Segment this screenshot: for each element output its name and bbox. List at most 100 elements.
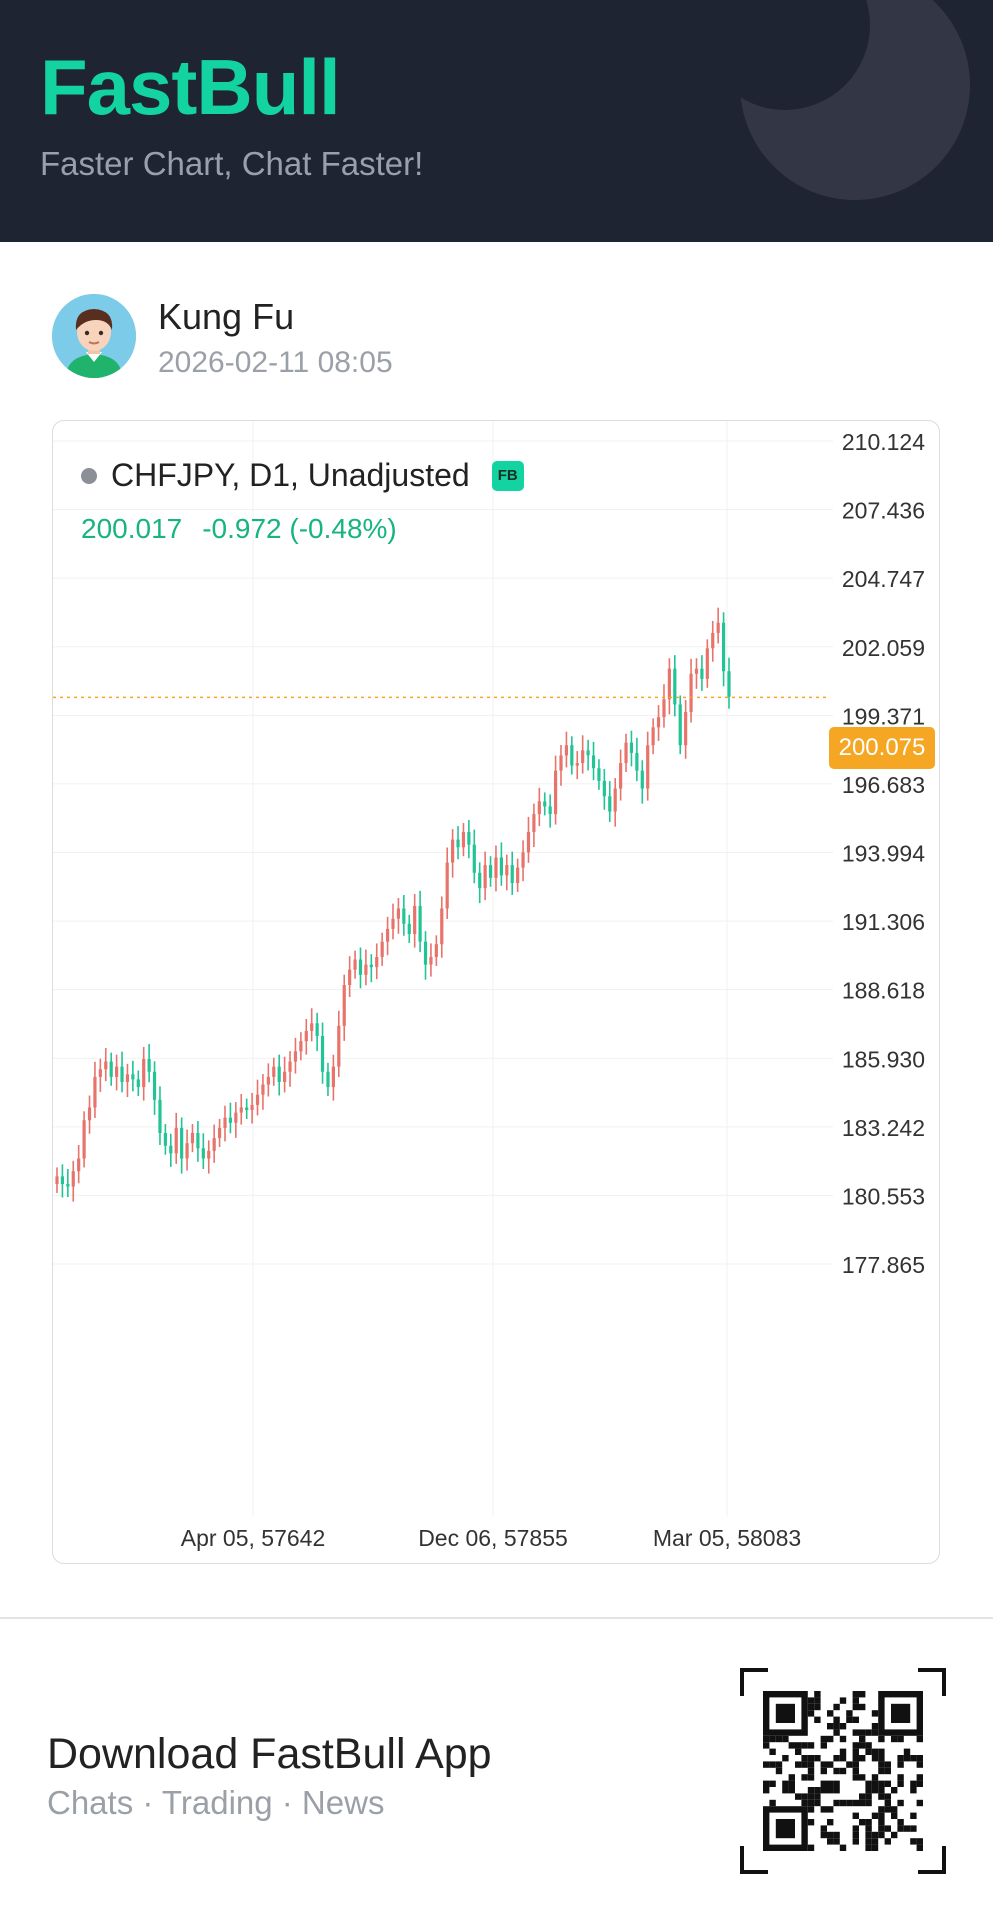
candle-body bbox=[673, 668, 677, 705]
qr-code-icon bbox=[740, 1668, 946, 1874]
candle-body bbox=[694, 668, 699, 674]
qr-module bbox=[865, 1838, 872, 1845]
price-chart[interactable]: 210.124 207.436 204.747 202.059 199.371 196.6… bbox=[52, 420, 940, 1564]
qr-module bbox=[903, 1825, 911, 1832]
qr-module bbox=[846, 1710, 853, 1717]
person-avatar-icon bbox=[52, 294, 136, 378]
qr-module bbox=[788, 1787, 795, 1794]
download-tagline: Chats · Trading · News bbox=[47, 1784, 385, 1821]
qr-module bbox=[852, 1703, 859, 1711]
qr-module bbox=[852, 1729, 859, 1736]
qr-module bbox=[871, 1723, 879, 1730]
qr-module bbox=[884, 1761, 891, 1768]
qr-module bbox=[820, 1761, 827, 1768]
qr-module bbox=[871, 1729, 879, 1736]
qr-module bbox=[865, 1799, 872, 1807]
qr-module bbox=[878, 1793, 885, 1800]
candle-body bbox=[120, 1066, 124, 1082]
post-timestamp: 2026-02-11 08:05 bbox=[158, 346, 393, 379]
qr-module bbox=[839, 1697, 847, 1704]
x-tick-label: Dec 06, 57855 bbox=[418, 1525, 568, 1551]
qr-module bbox=[839, 1748, 847, 1755]
y-tick-label: 204.747 bbox=[842, 566, 925, 592]
candle-body bbox=[478, 872, 482, 889]
qr-module bbox=[916, 1838, 923, 1845]
qr-module bbox=[852, 1799, 859, 1807]
candle-body bbox=[667, 668, 671, 700]
qr-module bbox=[884, 1767, 891, 1775]
qr-module bbox=[807, 1844, 815, 1851]
download-qr-code[interactable] bbox=[740, 1668, 946, 1874]
qr-module bbox=[833, 1716, 840, 1723]
candle-body bbox=[721, 622, 726, 672]
candle-body bbox=[575, 763, 579, 766]
qr-module bbox=[807, 1767, 815, 1775]
qr-module bbox=[814, 1793, 821, 1800]
candle-body bbox=[174, 1127, 178, 1154]
current-price-tag: 200.075 bbox=[829, 727, 935, 769]
candle-body bbox=[239, 1107, 243, 1113]
candle-body bbox=[537, 801, 541, 815]
qr-module bbox=[795, 1761, 802, 1768]
qr-module bbox=[852, 1755, 859, 1762]
candle-body bbox=[716, 622, 720, 633]
candle-body bbox=[60, 1176, 65, 1185]
qr-corner-bracket bbox=[740, 1668, 768, 1696]
qr-module bbox=[878, 1780, 885, 1787]
qr-module bbox=[910, 1812, 917, 1819]
candle-body bbox=[440, 908, 444, 945]
qr-finder bbox=[775, 1703, 795, 1723]
candle-body bbox=[629, 742, 634, 753]
candle-body bbox=[488, 865, 493, 878]
qr-module bbox=[827, 1831, 834, 1839]
candle-body bbox=[651, 727, 655, 746]
candle-body bbox=[510, 865, 514, 883]
candle-body bbox=[380, 941, 384, 957]
qr-module bbox=[801, 1742, 808, 1749]
candle-body bbox=[304, 1030, 308, 1042]
qr-module bbox=[814, 1799, 821, 1807]
qr-module bbox=[871, 1812, 879, 1819]
candlestick-chart[interactable]: 210.124 207.436 204.747 202.059 199.371 196.6… bbox=[53, 421, 940, 1564]
candle-body bbox=[201, 1148, 205, 1159]
user-name[interactable]: Kung Fu bbox=[158, 296, 295, 337]
avatar[interactable] bbox=[52, 294, 136, 378]
candle-body bbox=[505, 865, 509, 876]
qr-module bbox=[852, 1742, 859, 1749]
candle-body bbox=[613, 788, 617, 812]
candle-body bbox=[293, 1051, 298, 1062]
candle-body bbox=[104, 1061, 108, 1070]
candle-body bbox=[385, 928, 390, 942]
qr-module bbox=[782, 1735, 789, 1743]
qr-module bbox=[788, 1780, 795, 1787]
qr-module bbox=[775, 1767, 783, 1775]
qr-module bbox=[852, 1812, 859, 1819]
qr-module bbox=[801, 1761, 808, 1768]
candle-body bbox=[337, 1025, 341, 1067]
candle-body bbox=[413, 905, 417, 934]
qr-module bbox=[859, 1793, 866, 1800]
candle-body bbox=[429, 956, 433, 965]
qr-module bbox=[871, 1844, 879, 1851]
qr-module bbox=[865, 1742, 872, 1749]
qr-module bbox=[859, 1691, 866, 1698]
qr-module bbox=[839, 1844, 847, 1851]
candle-body bbox=[635, 752, 639, 771]
candle-body bbox=[727, 671, 731, 697]
candle-body bbox=[310, 1023, 314, 1031]
qr-module bbox=[903, 1755, 911, 1762]
qr-module bbox=[852, 1761, 859, 1768]
qr-module bbox=[891, 1735, 898, 1743]
candle-body bbox=[423, 941, 428, 965]
section-divider bbox=[0, 1617, 993, 1619]
candle-body bbox=[375, 956, 379, 968]
qr-module bbox=[865, 1819, 872, 1826]
candle-body bbox=[217, 1127, 222, 1139]
qr-module bbox=[865, 1787, 872, 1794]
qr-module bbox=[871, 1780, 879, 1787]
qr-module bbox=[871, 1838, 879, 1845]
y-tick-label: 177.865 bbox=[842, 1252, 925, 1278]
qr-module bbox=[763, 1780, 770, 1787]
qr-module bbox=[884, 1825, 891, 1832]
candle-body bbox=[711, 632, 715, 649]
